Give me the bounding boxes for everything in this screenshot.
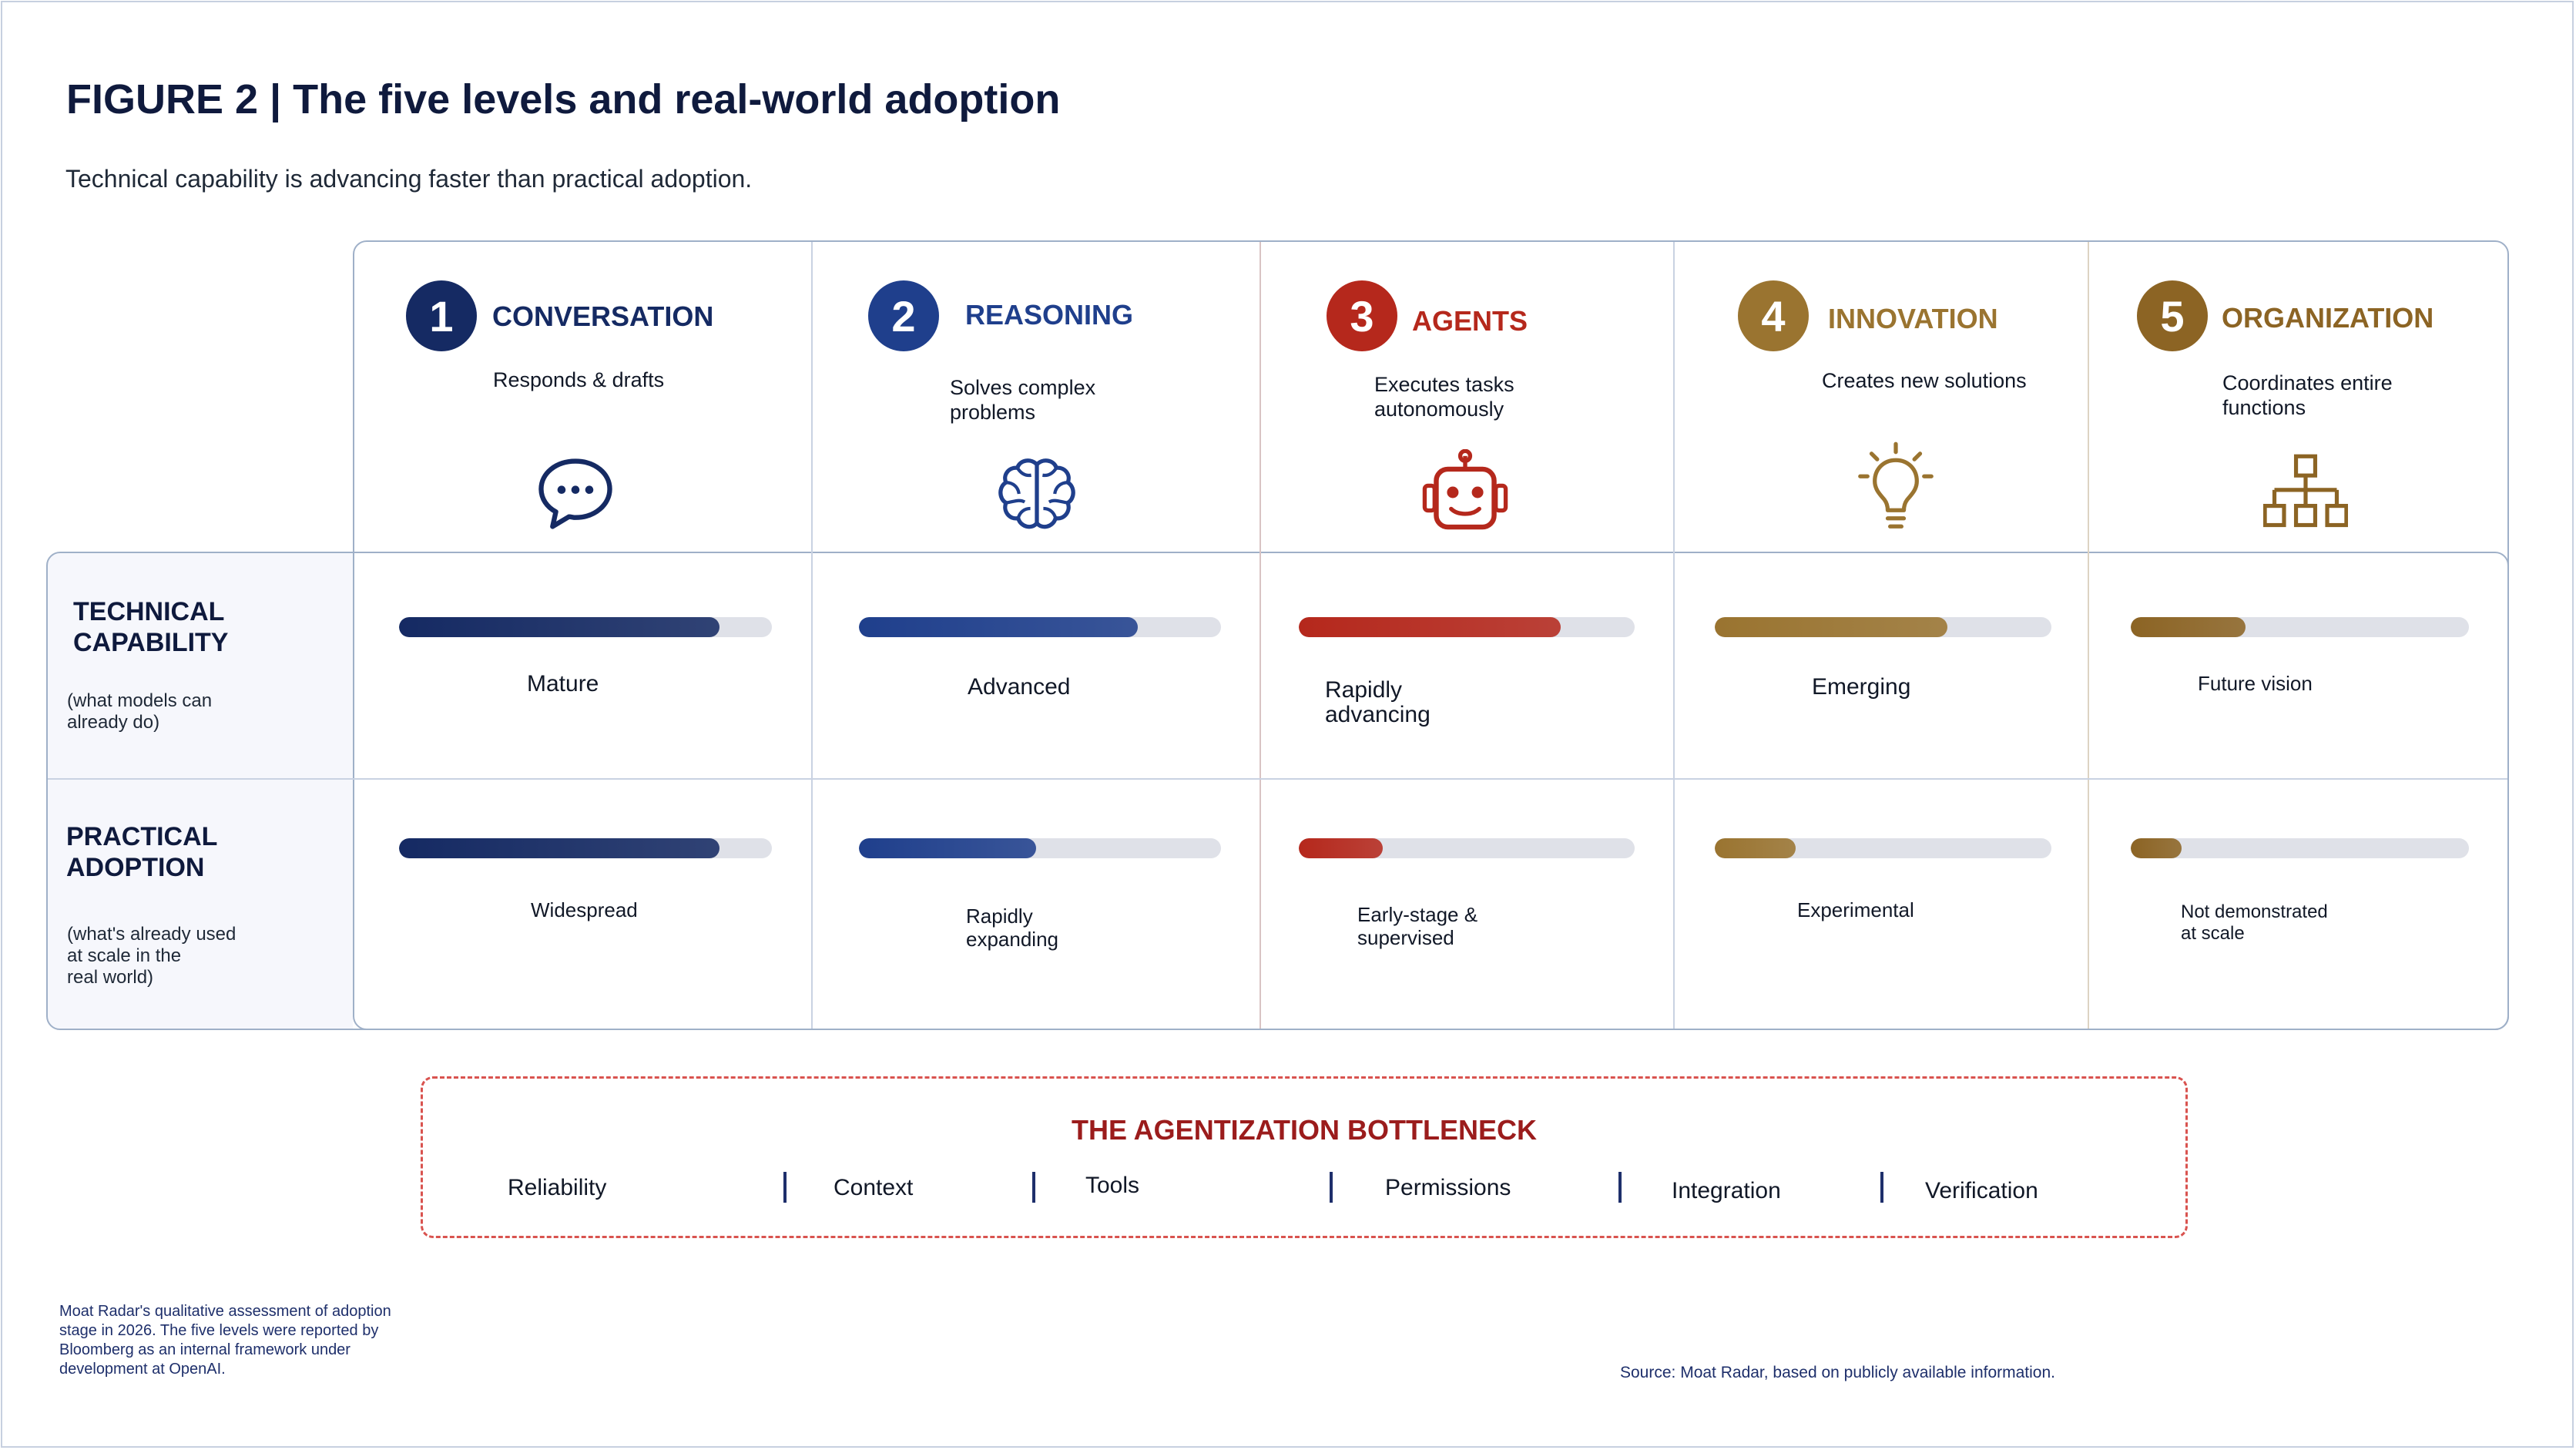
practical-bar-level-3: [1299, 838, 1635, 858]
level-4-description: Creates new solutions: [1822, 369, 2027, 392]
technical-label-level-2: Advanced: [968, 674, 1071, 700]
bottleneck-item-verification: Verification: [1925, 1178, 2038, 1203]
source-note: Source: Moat Radar, based on publicly av…: [1620, 1364, 2055, 1381]
level-5-name: ORGANIZATION: [2222, 302, 2434, 334]
level-3-name: AGENTS: [1412, 305, 1528, 337]
footnote: Moat Radar's qualitative assessment of a…: [59, 1303, 391, 1378]
level-3-description: Executes tasks autonomously: [1374, 373, 1514, 421]
level-2-name: REASONING: [965, 299, 1134, 331]
practical-bar-fill-level-3: [1299, 838, 1383, 858]
technical-label-level-4: Emerging: [1812, 674, 1911, 700]
technical-bar-fill-level-4: [1715, 617, 1947, 637]
practical-bar-level-4: [1715, 838, 2051, 858]
bottleneck-title: THE AGENTIZATION BOTTLENECK: [1072, 1114, 1537, 1146]
robot-icon: [1420, 449, 1511, 535]
technical-capability-note: (what models can already do): [67, 690, 213, 733]
bottleneck-separator: [1330, 1172, 1333, 1203]
level-2-badge: 2: [868, 280, 939, 351]
technical-capability-label: TECHNICAL CAPABILITY: [73, 597, 229, 657]
column-divider: [2088, 242, 2089, 1029]
levels-box: [353, 240, 2509, 1030]
figure-title: FIGURE 2 | The five levels and real-worl…: [66, 76, 1061, 123]
practical-label-level-3: Early-stage & supervised: [1357, 903, 1478, 949]
bottleneck-separator: [1618, 1172, 1622, 1203]
bottleneck-item-tools: Tools: [1085, 1173, 1140, 1198]
column-divider: [811, 242, 813, 1029]
level-2-description: Solves complex problems: [950, 376, 1096, 424]
practical-label-level-5: Not demonstrated at scale: [2181, 901, 2328, 944]
speech-bubble-icon: [535, 453, 616, 535]
technical-bar-fill-level-2: [859, 617, 1138, 637]
bottleneck-item-context: Context: [834, 1175, 914, 1200]
practical-bar-level-2: [859, 838, 1221, 858]
bottleneck-item-integration: Integration: [1672, 1178, 1781, 1203]
technical-bar-fill-level-3: [1299, 617, 1561, 637]
bottleneck-separator: [1032, 1172, 1035, 1203]
row-label-column: [48, 553, 353, 1029]
technical-bar-level-4: [1715, 617, 2051, 637]
brain-icon: [992, 453, 1082, 535]
practical-bar-level-1: [399, 838, 772, 858]
level-3-badge: 3: [1327, 280, 1397, 351]
technical-bar-fill-level-1: [399, 617, 720, 637]
technical-bar-level-3: [1299, 617, 1635, 637]
technical-bar-level-2: [859, 617, 1221, 637]
technical-bar-level-5: [2131, 617, 2469, 637]
column-divider: [1673, 242, 1675, 1029]
practical-label-level-1: Widespread: [531, 898, 638, 921]
bottleneck-item-reliability: Reliability: [508, 1175, 607, 1200]
bottleneck-box: [421, 1076, 2188, 1238]
org-chart-icon: [2263, 453, 2348, 533]
practical-adoption-label: PRACTICAL ADOPTION: [66, 822, 218, 882]
technical-bar-fill-level-5: [2131, 617, 2246, 637]
level-1-description: Responds & drafts: [493, 368, 665, 391]
practical-bar-level-5: [2131, 838, 2469, 858]
practical-label-level-2: Rapidly expanding: [966, 905, 1058, 951]
level-1-name: CONVERSATION: [492, 300, 714, 332]
practical-bar-fill-level-4: [1715, 838, 1796, 858]
technical-bar-level-1: [399, 617, 772, 637]
bottleneck-item-permissions: Permissions: [1385, 1175, 1511, 1200]
lightbulb-icon: [1855, 441, 1937, 538]
practical-label-level-4: Experimental: [1797, 898, 1914, 921]
practical-bar-fill-level-1: [399, 838, 720, 858]
level-5-badge: 5: [2137, 280, 2208, 351]
level-4-badge: 4: [1738, 280, 1809, 351]
technical-label-level-5: Future vision: [2198, 672, 2313, 695]
level-4-name: INNOVATION: [1828, 303, 1998, 334]
practical-bar-fill-level-5: [2131, 838, 2182, 858]
figure-subtitle: Technical capability is advancing faster…: [65, 165, 753, 193]
technical-label-level-3: Rapidly advancing: [1325, 677, 1431, 727]
column-divider: [1259, 242, 1261, 1029]
level-5-description: Coordinates entire functions: [2222, 371, 2393, 419]
level-1-badge: 1: [406, 280, 477, 351]
bottleneck-separator: [783, 1172, 787, 1203]
practical-bar-fill-level-2: [859, 838, 1037, 858]
technical-label-level-1: Mature: [527, 671, 599, 696]
practical-adoption-note: (what's already used at scale in the rea…: [67, 924, 236, 988]
bottleneck-separator: [1880, 1172, 1883, 1203]
row-divider: [48, 778, 2507, 780]
